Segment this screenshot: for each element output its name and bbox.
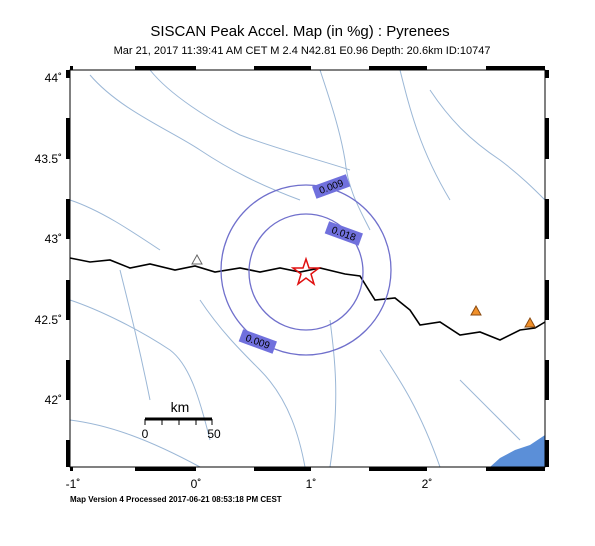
frame-segment — [545, 360, 549, 400]
rivers — [69, 69, 546, 468]
lon-label: 1˚ — [306, 477, 317, 491]
lon-label: 2˚ — [422, 477, 433, 491]
frame-segment — [254, 467, 311, 471]
lat-label: 42.5˚ — [35, 313, 62, 327]
frame-segment — [70, 66, 73, 70]
frame-segment — [66, 440, 70, 467]
station — [524, 316, 536, 328]
frame-segment — [545, 280, 549, 320]
station — [191, 253, 203, 265]
lon-label: 0˚ — [191, 477, 202, 491]
title: SISCAN Peak Accel. Map (in %g) : Pyrenee… — [150, 23, 449, 40]
frame-segment — [369, 467, 427, 471]
border — [69, 257, 546, 341]
subtitle: Mar 21, 2017 11:39:41 AM CET M 2.4 N42.8… — [114, 45, 491, 57]
frame-segment — [66, 70, 70, 78]
frame-segment — [254, 66, 311, 70]
map-area: 0.009 0.018 0.009 km 0 50 — [69, 69, 546, 468]
sea — [490, 435, 545, 467]
contour-inner — [248, 213, 364, 331]
contour-label-box — [312, 174, 351, 199]
frame-segment — [545, 70, 549, 78]
scale-unit: km — [171, 399, 190, 415]
frame-segment — [486, 66, 545, 70]
map-background — [70, 70, 545, 467]
lat-label: 43.5˚ — [35, 152, 62, 166]
contour-label-box — [238, 329, 277, 354]
frame-segment — [486, 467, 545, 471]
scale-bar: km 0 50 — [142, 399, 221, 441]
scale-end: 50 — [207, 427, 221, 441]
frame-segment — [545, 440, 549, 467]
frame-segment — [70, 467, 73, 471]
lat-label: 42˚ — [45, 393, 62, 407]
epicenter — [290, 256, 322, 286]
station — [470, 304, 482, 316]
frame-segment — [545, 118, 549, 159]
lon-label: -1˚ — [66, 477, 81, 491]
footer: Map Version 4 Processed 2017-06-21 08:53… — [70, 495, 282, 504]
scale-start: 0 — [142, 427, 149, 441]
frame-segment — [66, 118, 70, 159]
frame-segment — [66, 280, 70, 320]
frame-segment — [545, 199, 549, 239]
frame-segment — [135, 467, 196, 471]
frame-segment — [135, 66, 196, 70]
frame-segment — [66, 199, 70, 239]
lat-label: 43˚ — [45, 232, 62, 246]
contour-outer — [220, 184, 392, 356]
contour-label-box — [324, 221, 363, 246]
frame-segment — [369, 66, 427, 70]
frame-segment — [66, 360, 70, 400]
lat-label: 44˚ — [45, 71, 62, 85]
